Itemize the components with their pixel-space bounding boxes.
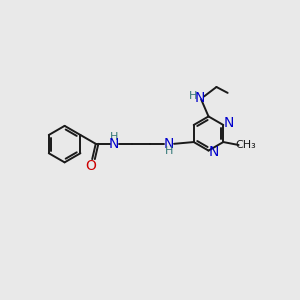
Text: O: O	[85, 159, 96, 172]
Text: H: H	[189, 92, 197, 101]
Text: N: N	[224, 116, 234, 130]
Text: H: H	[165, 146, 173, 156]
Text: N: N	[164, 137, 174, 151]
Text: N: N	[208, 145, 219, 159]
Text: CH₃: CH₃	[235, 140, 256, 150]
Text: N: N	[194, 91, 205, 105]
Text: N: N	[109, 137, 119, 151]
Text: H: H	[110, 132, 118, 142]
